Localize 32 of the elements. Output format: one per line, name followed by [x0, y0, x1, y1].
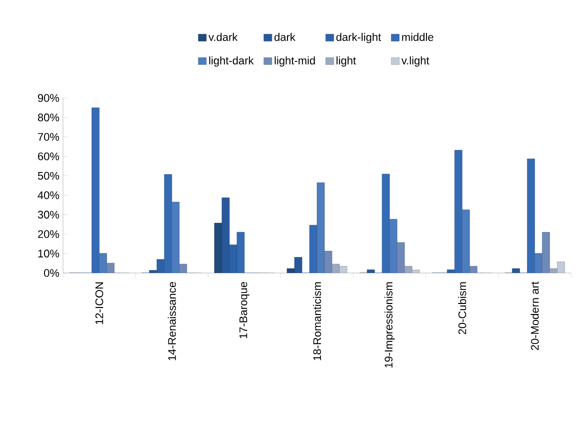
legend-label: v.dark [208, 32, 238, 41]
bar [462, 210, 470, 273]
x-tick-label: 14-Renaissance [168, 282, 176, 360]
bar [542, 232, 550, 273]
x-tick-label: 19-Impressionism [384, 282, 395, 368]
bar [172, 202, 180, 273]
bar [92, 108, 100, 273]
legend-label: middle [402, 32, 434, 41]
y-tick-label: 80% [38, 114, 60, 122]
x-tick-label: 12-ICON [95, 282, 104, 324]
legend-label: light-dark [209, 56, 254, 67]
legend-label: light-mid [274, 56, 315, 67]
y-tick-label: 20% [38, 230, 60, 238]
y-tick-label: 40% [38, 191, 60, 200]
y-tick-label: 90% [38, 94, 60, 102]
bar [99, 253, 107, 273]
y-tick-label: 0% [44, 269, 60, 277]
legend-label: dark-light [336, 32, 382, 44]
y-tick-label: 70% [38, 132, 60, 141]
y-tick-label: 60% [38, 152, 60, 160]
bar [527, 158, 535, 273]
x-tick-label: 20-Modern art [530, 282, 539, 350]
x-tick-label: 18-Romanticism [312, 282, 322, 360]
bar [534, 253, 542, 273]
legend-label: light [336, 56, 356, 67]
y-tick-label: 10% [38, 250, 60, 258]
legend-label: v.light [401, 56, 430, 67]
x-tick-label: 17-Baroque [240, 282, 250, 338]
x-tick-label: 20-Cubism [458, 282, 466, 334]
y-tick-label: 30% [38, 210, 60, 219]
legend-label: dark [274, 32, 296, 41]
y-tick-label: 50% [38, 172, 60, 180]
